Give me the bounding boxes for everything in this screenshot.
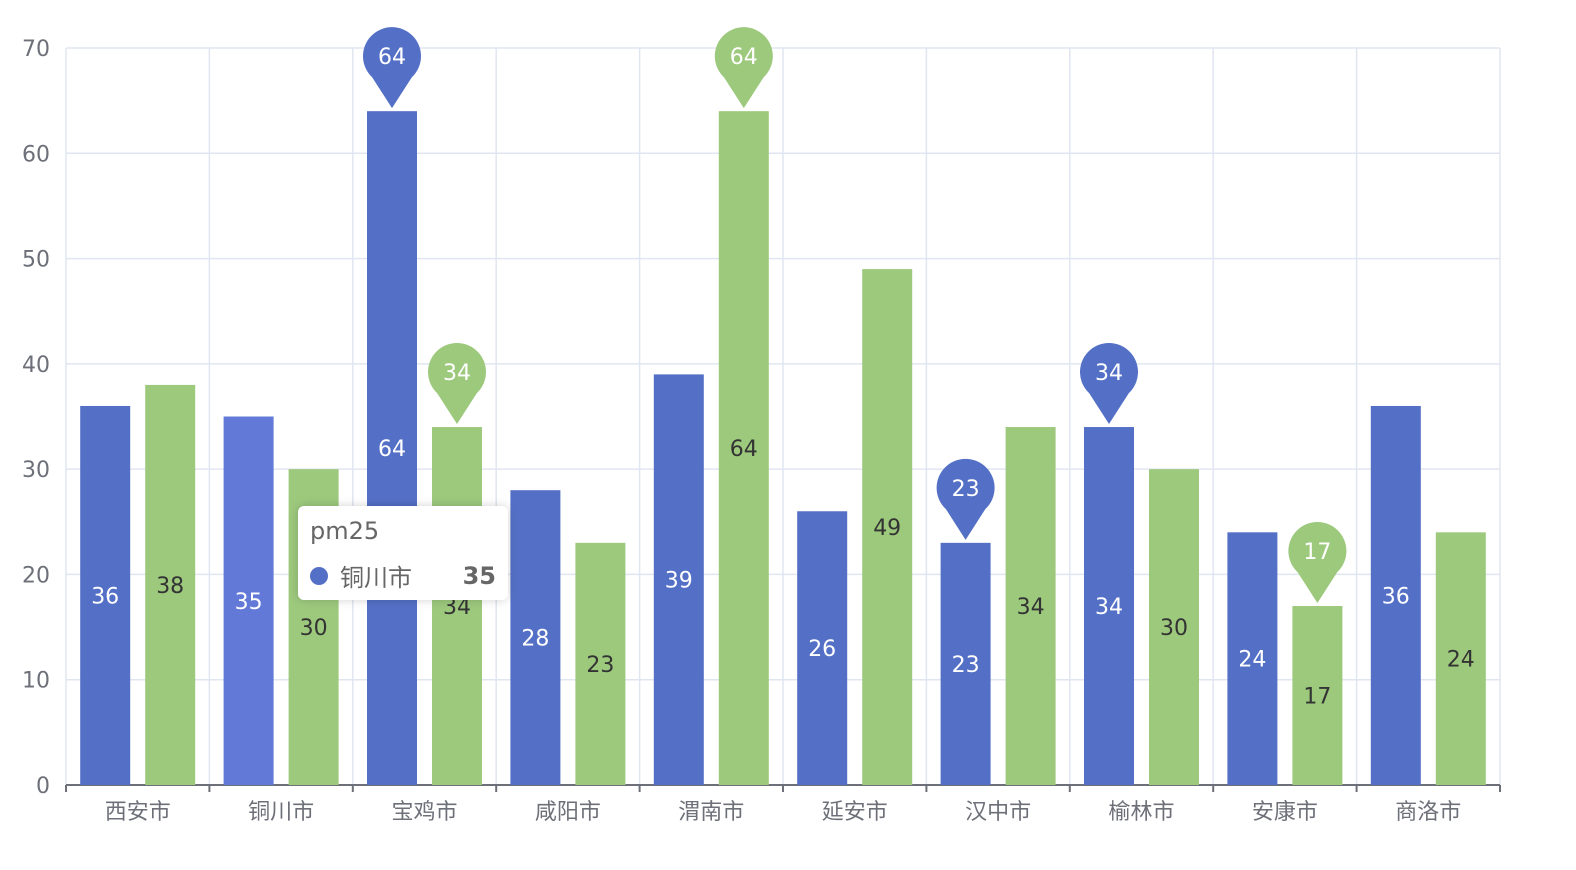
mark-point-label: 64 (378, 45, 406, 70)
tooltip-name: 铜川市 (340, 564, 412, 592)
y-tick-label: 20 (22, 563, 50, 588)
mark-point-label: 23 (952, 477, 980, 502)
bar-value-label: 36 (1382, 584, 1410, 609)
y-tick-label: 10 (22, 669, 50, 694)
mark-point-label: 64 (730, 45, 758, 70)
bar[interactable] (367, 111, 417, 785)
tooltip-row: 铜川市 35 (310, 558, 496, 593)
mark-point-label: 34 (443, 361, 471, 386)
bar-value-label: 34 (1017, 595, 1045, 620)
bar-value-label: 64 (730, 437, 758, 462)
bar-value-label: 24 (1447, 648, 1475, 673)
mark-point-pin (1288, 522, 1347, 604)
mark-point-label: 17 (1303, 540, 1331, 565)
x-tick-label: 榆林市 (1108, 800, 1174, 825)
y-tick-label: 70 (22, 37, 50, 62)
mark-point-pin (363, 27, 422, 109)
bar-value-label: 30 (300, 616, 328, 641)
bar[interactable] (797, 511, 848, 785)
x-tick-label: 铜川市 (248, 800, 314, 825)
tooltip-value: 35 (462, 561, 496, 590)
mark-point-pin (714, 27, 773, 109)
y-tick-label: 60 (22, 142, 50, 167)
bar[interactable] (1084, 427, 1134, 785)
bar[interactable] (575, 542, 626, 785)
bar-value-label: 36 (91, 584, 119, 609)
bar[interactable] (1149, 469, 1199, 785)
x-tick-label: 西安市 (105, 800, 171, 825)
bar[interactable] (223, 416, 274, 786)
bar[interactable] (940, 542, 991, 785)
bar-value-label: 35 (235, 590, 263, 615)
x-tick-label: 渭南市 (678, 800, 744, 825)
bar[interactable] (653, 374, 704, 785)
bar[interactable] (510, 490, 561, 785)
bars[interactable] (80, 111, 1486, 786)
bar-value-label: 34 (1095, 595, 1123, 620)
bar[interactable] (1005, 427, 1056, 785)
tooltip: pm25 铜川市 35 (298, 506, 508, 600)
y-tick-label: 50 (22, 248, 50, 273)
bar-value-label: 64 (378, 437, 406, 462)
x-tick-label: 延安市 (822, 800, 888, 825)
y-tick-label: 30 (22, 458, 50, 483)
bar-value-label: 17 (1303, 685, 1331, 710)
bar[interactable] (718, 111, 769, 785)
bar[interactable] (145, 384, 196, 785)
y-tick-label: 0 (36, 774, 50, 799)
mark-points: 64 23 34 34 64 17 (363, 27, 1347, 604)
bar[interactable] (80, 405, 131, 785)
bar-value-label: 28 (521, 627, 549, 652)
x-tick-label: 汉中市 (965, 800, 1031, 825)
bar[interactable] (862, 269, 913, 786)
bar[interactable] (1370, 405, 1421, 785)
grid-lines (65, 47, 1501, 785)
bar-value-label: 23 (586, 653, 614, 678)
x-tick-label: 安康市 (1252, 800, 1318, 825)
bar-value-label: 38 (156, 574, 184, 599)
mark-point-pin (936, 458, 995, 540)
x-tick-label: 宝鸡市 (391, 800, 457, 825)
tooltip-series-dot (310, 566, 328, 585)
mark-point-pin (428, 343, 487, 425)
bar-value-label: 49 (873, 516, 901, 541)
bar[interactable] (1292, 606, 1343, 785)
bar-value-label: 26 (808, 637, 836, 662)
bar-value-label: 30 (1160, 616, 1188, 641)
bar[interactable] (432, 427, 482, 785)
x-tick-label: 商洛市 (1395, 800, 1461, 825)
x-tick-label: 咸阳市 (535, 800, 601, 825)
y-tick-label: 40 (22, 353, 50, 378)
mark-point-label: 34 (1095, 361, 1123, 386)
bar[interactable] (1435, 532, 1486, 785)
bar[interactable] (1227, 532, 1278, 785)
tooltip-title: pm25 (310, 517, 380, 545)
bar-value-label: 23 (952, 653, 980, 678)
mark-point-pin (1080, 343, 1138, 425)
bar-value-label: 39 (665, 569, 693, 594)
bar-value-label: 24 (1238, 648, 1266, 673)
